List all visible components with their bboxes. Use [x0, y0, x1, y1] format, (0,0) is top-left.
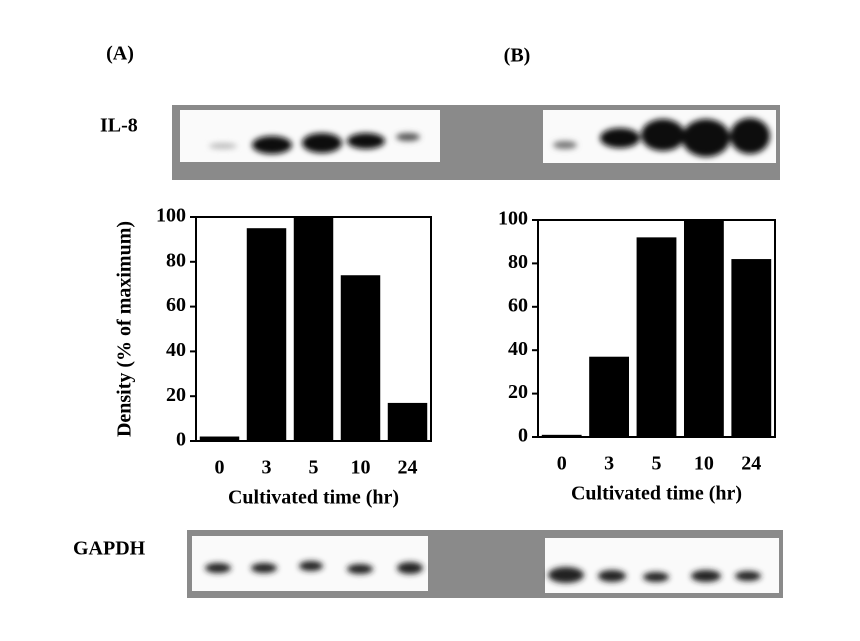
bar — [541, 434, 582, 437]
x-tick-label: 10 — [694, 453, 714, 475]
y-tick-label: 80 — [508, 251, 528, 273]
bar — [636, 237, 677, 437]
bar — [293, 217, 334, 441]
bar — [340, 275, 381, 441]
blot-image — [545, 538, 779, 593]
blot-bands — [209, 118, 770, 157]
x-axis-label: Cultivated time (hr) — [571, 483, 742, 505]
bar — [199, 436, 240, 441]
x-tick-label: 3 — [604, 453, 614, 475]
x-tick-label: 5 — [652, 453, 662, 475]
x-axis-label: Cultivated time (hr) — [228, 487, 399, 509]
y-tick-label: 40 — [166, 339, 186, 361]
x-tick-label: 5 — [309, 457, 319, 479]
y-tick-label: 40 — [508, 338, 528, 360]
y-tick-label: 60 — [508, 294, 528, 316]
y-tick-label: 60 — [166, 294, 186, 316]
y-tick-label: 80 — [166, 249, 186, 271]
blot-bands — [205, 561, 761, 583]
x-tick-label: 3 — [262, 457, 272, 479]
x-tick-label: 0 — [215, 457, 225, 479]
bar — [589, 356, 630, 437]
bar — [387, 402, 428, 441]
blot-label: GAPDH — [73, 538, 146, 560]
y-tick-label: 0 — [518, 425, 528, 447]
y-tick-label: 20 — [508, 381, 528, 403]
bar — [246, 228, 287, 441]
y-tick-label: 100 — [156, 205, 186, 227]
x-tick-label: 24 — [741, 453, 761, 475]
y-tick-label: 100 — [498, 208, 528, 230]
bar — [731, 259, 772, 437]
x-tick-label: 0 — [557, 453, 567, 475]
panel-title: (A) — [106, 43, 134, 65]
x-tick-label: 10 — [351, 457, 371, 479]
y-tick-label: 0 — [176, 429, 186, 451]
bar — [683, 220, 724, 437]
x-tick-label: 24 — [398, 457, 418, 479]
y-axis-label: Density (% of maximum) — [114, 221, 136, 437]
y-tick-label: 20 — [166, 384, 186, 406]
panel-title: (B) — [504, 45, 531, 67]
blot-label: IL-8 — [100, 115, 138, 137]
